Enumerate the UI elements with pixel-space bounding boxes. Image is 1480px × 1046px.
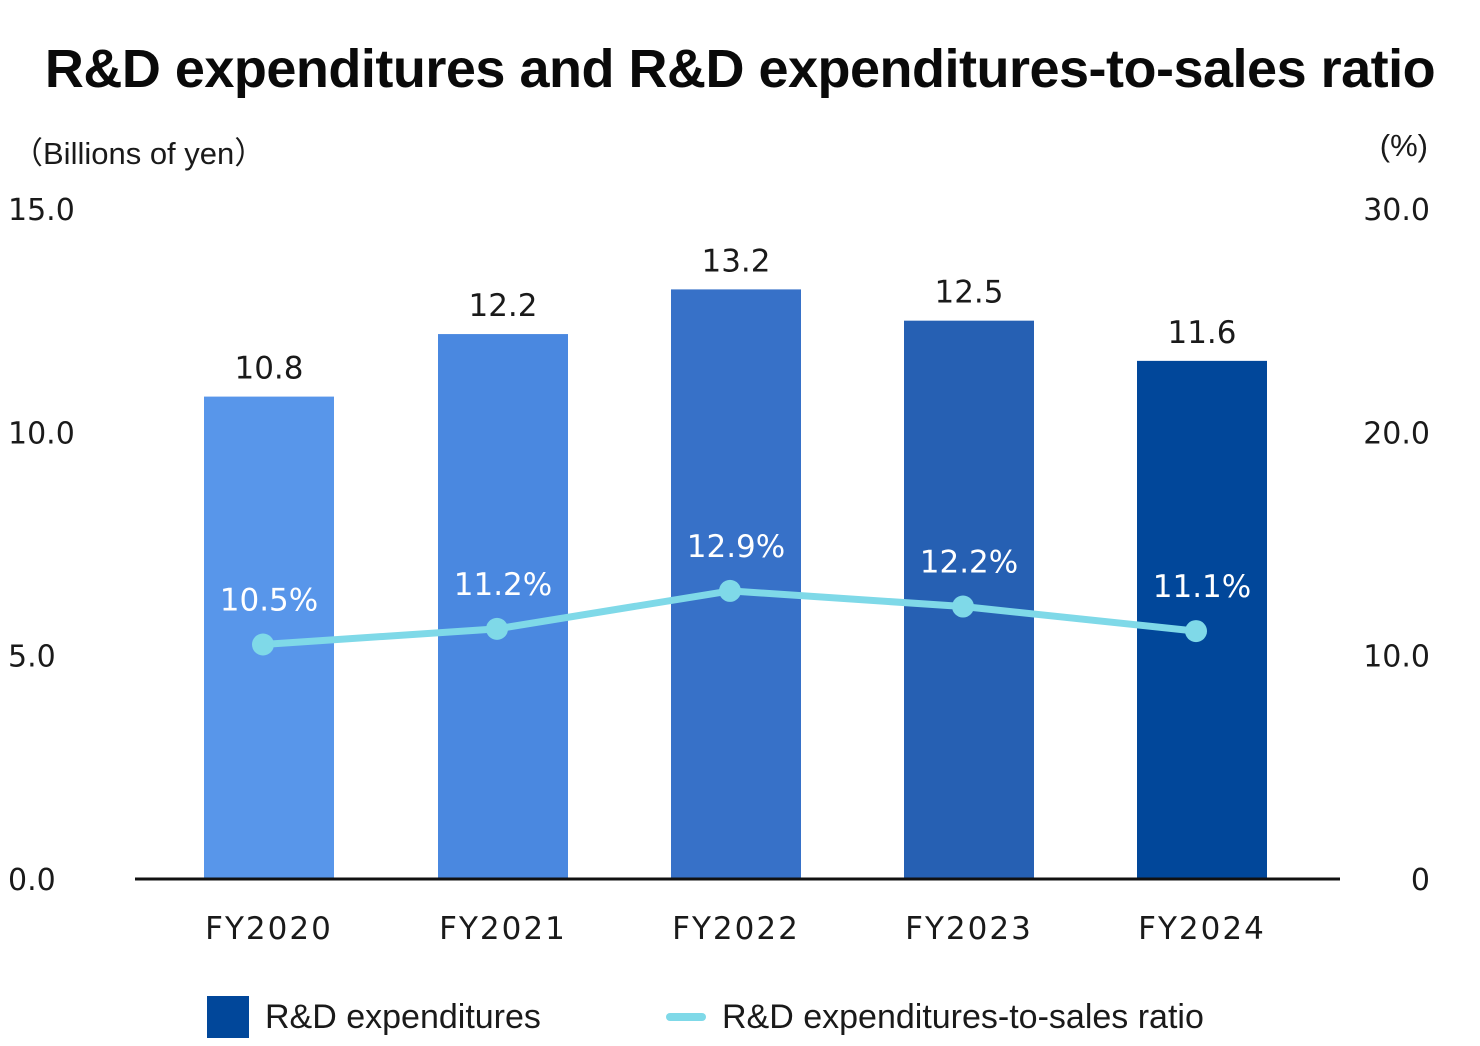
ratio-value-label: 10.5% xyxy=(220,583,318,619)
bar-value-label: 11.6 xyxy=(1167,315,1236,351)
legend-swatch-line xyxy=(666,1013,706,1021)
ratio-point-fy2020 xyxy=(252,633,274,656)
x-category-label: FY2024 xyxy=(1138,911,1266,947)
bar-value-label: 12.5 xyxy=(934,275,1003,311)
legend-swatch-bar xyxy=(207,996,249,1038)
legend-item-line: R&D expenditures-to-sales ratio xyxy=(666,992,1204,1042)
y-left-tick-label: 15.0 xyxy=(8,193,75,228)
bar-value-label: 10.8 xyxy=(234,351,303,387)
ratio-value-label: 11.1% xyxy=(1153,569,1251,605)
ratio-point-fy2023 xyxy=(952,595,974,618)
bar-fy2021 xyxy=(438,334,568,880)
y-left-tick-label: 10.0 xyxy=(8,416,75,451)
bar-fy2024 xyxy=(1137,360,1267,879)
bar-value-label: 13.2 xyxy=(701,243,770,279)
x-category-label: FY2021 xyxy=(439,911,567,947)
ratio-value-label: 12.9% xyxy=(687,529,785,565)
y-right-tick-label: 0 xyxy=(1411,863,1430,898)
y-right-tick-label: 20.0 xyxy=(1363,416,1430,451)
chart-title: R&D expenditures and R&D expenditures-to… xyxy=(44,39,1436,99)
ratio-value-label: 11.2% xyxy=(454,567,552,603)
legend-label-bar: R&D expenditures xyxy=(265,997,541,1036)
y-right-tick-label: 30.0 xyxy=(1363,193,1430,228)
x-category-label: FY2022 xyxy=(672,911,800,947)
legend-item-bar: R&D expenditures xyxy=(207,992,541,1042)
ratio-point-fy2024 xyxy=(1185,620,1207,643)
y-right-unit-label: (%) xyxy=(1379,128,1428,163)
ratio-point-fy2022 xyxy=(719,579,741,602)
bar-value-label: 12.2 xyxy=(468,288,537,324)
y-left-unit-label: （Billions of yen） xyxy=(12,136,266,171)
ratio-point-fy2021 xyxy=(486,617,508,640)
y-left-tick-label: 5.0 xyxy=(8,640,56,675)
ratio-value-label: 12.2% xyxy=(920,545,1018,581)
y-left-tick-label: 0.0 xyxy=(8,863,56,898)
x-category-label: FY2020 xyxy=(205,911,333,947)
legend-label-line: R&D expenditures-to-sales ratio xyxy=(722,997,1204,1036)
x-category-label: FY2023 xyxy=(905,911,1033,947)
y-right-tick-label: 10.0 xyxy=(1363,640,1430,675)
